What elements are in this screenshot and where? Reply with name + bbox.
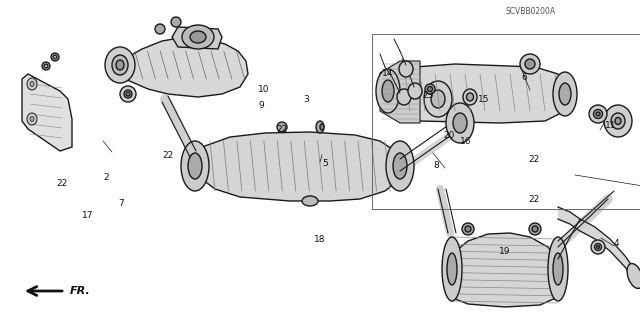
Ellipse shape	[386, 141, 414, 191]
Text: 8: 8	[433, 160, 439, 169]
Ellipse shape	[393, 153, 407, 179]
Text: 22: 22	[276, 125, 287, 135]
Text: 22: 22	[162, 151, 173, 160]
Ellipse shape	[591, 240, 605, 254]
Ellipse shape	[171, 17, 181, 27]
Ellipse shape	[604, 105, 632, 137]
Text: 9: 9	[258, 100, 264, 109]
Ellipse shape	[376, 69, 400, 113]
Text: 10: 10	[258, 85, 269, 94]
Polygon shape	[193, 132, 402, 201]
Polygon shape	[110, 37, 248, 97]
Ellipse shape	[382, 80, 394, 102]
Ellipse shape	[532, 226, 538, 232]
Text: 23: 23	[422, 92, 433, 100]
Text: 22: 22	[528, 196, 540, 204]
Ellipse shape	[30, 116, 34, 122]
Text: 6: 6	[521, 72, 527, 81]
Ellipse shape	[302, 196, 318, 206]
Polygon shape	[445, 233, 562, 307]
Ellipse shape	[425, 84, 435, 94]
Text: 19: 19	[499, 248, 511, 256]
Text: 15: 15	[478, 95, 490, 105]
Ellipse shape	[615, 117, 621, 124]
Ellipse shape	[462, 223, 474, 235]
Text: 16: 16	[460, 137, 472, 146]
Bar	[372, 34, 640, 209]
Text: 20: 20	[443, 130, 454, 139]
Ellipse shape	[277, 122, 287, 132]
Ellipse shape	[408, 83, 422, 99]
Ellipse shape	[182, 25, 214, 49]
Ellipse shape	[553, 72, 577, 116]
Text: 18: 18	[314, 235, 326, 244]
Ellipse shape	[596, 112, 600, 116]
Ellipse shape	[611, 113, 625, 129]
Ellipse shape	[463, 89, 477, 105]
Ellipse shape	[467, 93, 474, 101]
Ellipse shape	[520, 54, 540, 74]
Ellipse shape	[431, 90, 445, 108]
Ellipse shape	[42, 62, 50, 70]
Ellipse shape	[553, 253, 563, 285]
Ellipse shape	[124, 90, 132, 98]
Ellipse shape	[316, 121, 324, 133]
Ellipse shape	[27, 78, 37, 90]
Ellipse shape	[105, 47, 135, 83]
Ellipse shape	[593, 109, 602, 118]
Text: 22: 22	[528, 155, 540, 165]
Ellipse shape	[595, 243, 602, 250]
Ellipse shape	[529, 223, 541, 235]
Ellipse shape	[397, 89, 411, 105]
Text: 3: 3	[303, 94, 308, 103]
Text: 22: 22	[56, 180, 67, 189]
Ellipse shape	[548, 237, 568, 301]
Text: 2: 2	[103, 174, 109, 182]
Ellipse shape	[428, 86, 433, 92]
Text: SCVBB0200A: SCVBB0200A	[506, 8, 556, 17]
Ellipse shape	[53, 55, 57, 59]
Ellipse shape	[399, 61, 413, 77]
Ellipse shape	[27, 113, 37, 125]
Ellipse shape	[424, 81, 452, 117]
Ellipse shape	[559, 83, 571, 105]
Text: 7: 7	[118, 199, 124, 209]
Ellipse shape	[188, 153, 202, 179]
Ellipse shape	[525, 59, 535, 69]
Ellipse shape	[442, 237, 462, 301]
Polygon shape	[380, 61, 420, 123]
Ellipse shape	[190, 31, 206, 43]
Ellipse shape	[116, 60, 124, 70]
Ellipse shape	[446, 103, 474, 143]
Polygon shape	[22, 74, 72, 151]
Ellipse shape	[320, 124, 324, 130]
Text: FR.: FR.	[70, 286, 91, 296]
Text: 4: 4	[614, 239, 620, 248]
Text: 17: 17	[82, 211, 93, 219]
Ellipse shape	[120, 86, 136, 102]
Text: 11: 11	[605, 122, 616, 130]
Ellipse shape	[181, 141, 209, 191]
Ellipse shape	[465, 226, 471, 232]
Ellipse shape	[627, 263, 640, 288]
Text: 14: 14	[382, 70, 394, 78]
Ellipse shape	[155, 24, 165, 34]
Ellipse shape	[51, 53, 59, 61]
Ellipse shape	[44, 64, 48, 68]
Text: 5: 5	[322, 160, 328, 168]
Ellipse shape	[126, 92, 130, 96]
Ellipse shape	[596, 246, 600, 249]
Ellipse shape	[30, 81, 34, 86]
Ellipse shape	[447, 253, 457, 285]
Ellipse shape	[112, 55, 128, 75]
Ellipse shape	[453, 113, 467, 133]
Polygon shape	[172, 27, 222, 49]
Polygon shape	[378, 64, 572, 123]
Ellipse shape	[589, 105, 607, 123]
